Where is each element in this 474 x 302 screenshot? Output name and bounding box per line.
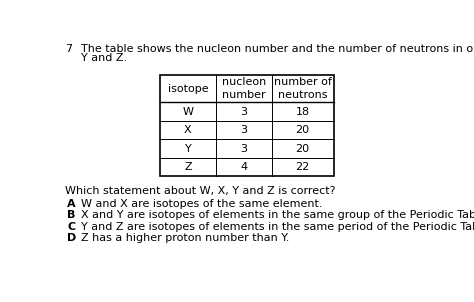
Text: 20: 20 xyxy=(295,125,310,135)
Text: W and X are isotopes of the same element.: W and X are isotopes of the same element… xyxy=(81,199,322,209)
Text: Y and Z are isotopes of elements in the same period of the Periodic Table.: Y and Z are isotopes of elements in the … xyxy=(81,222,474,232)
Text: 22: 22 xyxy=(295,162,310,172)
Text: 7: 7 xyxy=(64,44,72,54)
Text: 20: 20 xyxy=(295,144,310,154)
Text: 3: 3 xyxy=(240,125,247,135)
Text: Z has a higher proton number than Y.: Z has a higher proton number than Y. xyxy=(81,233,289,243)
Text: W: W xyxy=(182,107,193,117)
Text: C: C xyxy=(67,222,75,232)
Text: B: B xyxy=(67,210,75,220)
Text: Z: Z xyxy=(184,162,191,172)
Bar xyxy=(160,75,334,176)
Text: Y and Z.: Y and Z. xyxy=(81,53,127,63)
Text: number of
neutrons: number of neutrons xyxy=(273,77,331,100)
Text: Which statement about W, X, Y and Z is correct?: Which statement about W, X, Y and Z is c… xyxy=(65,186,336,196)
Text: nucleon
number: nucleon number xyxy=(221,77,266,100)
Text: X and Y are isotopes of elements in the same group of the Periodic Table.: X and Y are isotopes of elements in the … xyxy=(81,210,474,220)
Text: X: X xyxy=(184,125,191,135)
Text: A: A xyxy=(67,199,76,209)
Text: isotope: isotope xyxy=(168,84,208,94)
Text: 18: 18 xyxy=(295,107,310,117)
Text: The table shows the nucleon number and the number of neutrons in one atom of iso: The table shows the nucleon number and t… xyxy=(81,44,474,54)
Text: 3: 3 xyxy=(240,107,247,117)
Text: 3: 3 xyxy=(240,144,247,154)
Text: D: D xyxy=(67,233,76,243)
Text: 4: 4 xyxy=(240,162,247,172)
Text: Y: Y xyxy=(184,144,191,154)
